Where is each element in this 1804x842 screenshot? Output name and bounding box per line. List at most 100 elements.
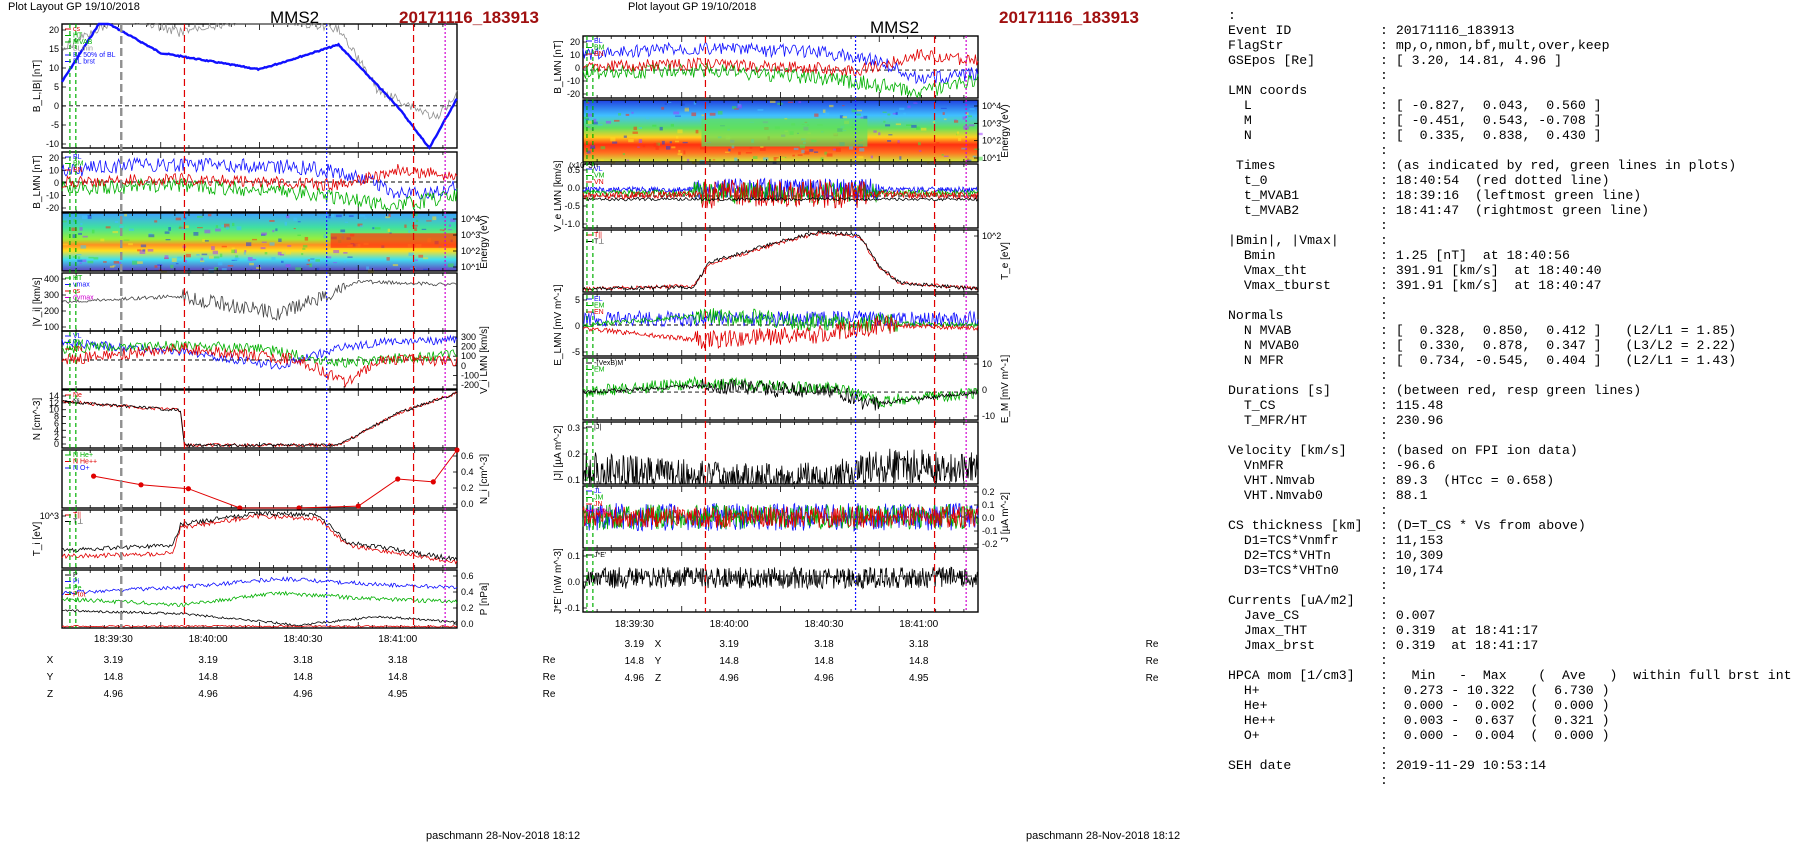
ytick-label: 200 (461, 342, 476, 352)
series-line (582, 231, 979, 292)
info-value: : 0.000 - 0.002 ( 0.000 ) (1380, 698, 1610, 713)
info-row: : (1228, 743, 1792, 758)
legend-entry: BM (73, 161, 84, 168)
ytick-label: -0.5 (564, 201, 580, 211)
ylabel: B_LMN [nT] (553, 40, 564, 94)
info-row: t_MVAB2: 18:41:47 (rightmost green line) (1228, 203, 1792, 218)
info-row: Vmax_tht: 391.91 [km/s] at 18:40:40 (1228, 263, 1792, 278)
info-value: : 88.1 (1380, 488, 1428, 503)
fig2-pos-value: 4.96 (814, 673, 834, 684)
info-value: : (1380, 743, 1388, 758)
ytick-label: 300 (44, 290, 59, 300)
legend-entry: BL brst (73, 59, 95, 66)
ytick-label: 10 (49, 63, 59, 73)
info-value: : 115.48 (1380, 398, 1444, 413)
info-row: : (1228, 8, 1792, 23)
ytick-label: 0.3 (567, 423, 580, 433)
fig1-pos-value: 4.96 (293, 689, 313, 700)
legend-entry: VL (594, 166, 603, 173)
ytick-label: 14 (49, 391, 59, 401)
info-value: : 0.003 - 0.637 ( 0.321 ) (1380, 713, 1610, 728)
info-value: : 0.007 (1380, 608, 1436, 623)
info-value: : mp,o,nmon,bf,mult,over,keep (1380, 38, 1610, 53)
legend-entry: BLmin (73, 46, 93, 53)
ytick-label: 0.4 (461, 467, 474, 477)
ylabel: E_M [mV m^-1] (1000, 354, 1011, 423)
info-key: H+ (1228, 683, 1260, 698)
info-key: VHT.Nmvab (1228, 473, 1316, 488)
fig1-time-tick: 18:40:30 (283, 634, 322, 645)
legend-entry: HT (73, 33, 83, 40)
legend-entry: Ni (73, 399, 80, 406)
figure2-spacecraft-title: MMS2 (870, 18, 920, 37)
info-row: : (1228, 653, 1792, 668)
ytick-label: 100 (44, 322, 59, 332)
info-row: : (1228, 293, 1792, 308)
legend-entry: HT (73, 275, 83, 282)
series-line (61, 590, 458, 607)
series-line (61, 334, 458, 370)
info-key: : (1228, 8, 1236, 23)
legend-entry: EM (594, 303, 605, 310)
info-row: T_CS: 115.48 (1228, 398, 1792, 413)
legend-entry: |J| (594, 424, 601, 431)
info-key: Vmax_tht (1228, 263, 1308, 278)
fig1-pos-value: 3.18 (388, 655, 408, 666)
ytick-label: 10^1 (461, 262, 480, 272)
ytick-label: -0.2 (982, 539, 998, 549)
info-key: L (1228, 98, 1252, 113)
ytick-label: -0.1 (564, 603, 580, 613)
info-row: : (1228, 773, 1792, 788)
info-value: : 89.3 (HTcc = 0.658) (1380, 473, 1555, 488)
fig2-pos-label: Y (655, 656, 662, 667)
legend-entry: Pi (73, 579, 80, 586)
fig1-pos-value: 3.18 (293, 655, 313, 666)
legend-entry: EM (594, 367, 605, 374)
ytick-label: -20 (567, 89, 580, 99)
info-value: : 10,174 (1380, 563, 1444, 578)
info-key: T_MFR/HT (1228, 413, 1308, 428)
ytick-label: 10^3 (40, 511, 59, 521)
legend-entry: Ptot (73, 592, 86, 599)
legend-entry: VN (594, 179, 604, 186)
series-line (61, 177, 458, 211)
ytick-label: 10^1 (982, 153, 1001, 163)
ytick-label: 0.4 (461, 587, 474, 597)
info-row: D3=TCS*VHTn0: 10,174 (1228, 563, 1792, 578)
info-value: : (1380, 503, 1388, 518)
info-row: : (1228, 68, 1792, 83)
info-row: : (1228, 503, 1792, 518)
ytick-label: 0.2 (567, 449, 580, 459)
series-line (61, 609, 458, 627)
legend-entry: T⊥ (594, 239, 604, 246)
legend-entry: dvmax (73, 295, 94, 302)
info-key: CS thickness [km] (1228, 518, 1363, 533)
ytick-label: 5 (575, 295, 580, 305)
info-value: : (D=T_CS * Vs from above) (1380, 518, 1586, 533)
ylabel: Energy (eV) (1000, 104, 1011, 157)
legend-entry: JL (594, 488, 602, 495)
info-value: : 10,309 (1380, 548, 1444, 563)
series-line (582, 229, 979, 292)
fig1-time-tick: 18:39:30 (94, 634, 133, 645)
ytick-label: 0 (54, 178, 59, 188)
fig2-panel-J_mag: 0.3 0.2 0.1|J| [µA m^-2] |J| (553, 421, 979, 486)
ylabel: |V_i| [km/s] (32, 277, 43, 326)
ytick-label: 0.5 (567, 165, 580, 175)
ytick-label: 10^3 (461, 230, 480, 240)
info-value: : [ -0.827, 0.043, 0.560 ] (1380, 98, 1602, 113)
ytick-label: 10^2 (982, 136, 1001, 146)
info-value: : 18:41:47 (rightmost green line) (1380, 203, 1650, 218)
ytick-label: 200 (44, 306, 59, 316)
ytick-label: -200 (461, 380, 479, 390)
ytick-label: 300 (461, 332, 476, 342)
info-row: Jave_CS: 0.007 (1228, 608, 1792, 623)
legend-entry: cs (73, 288, 81, 295)
info-value: : 1.25 [nT] at 18:40:56 (1380, 248, 1570, 263)
series-line (582, 378, 979, 411)
fig1-pos-value: 14.8 (293, 672, 313, 683)
ytick-label: 0.0 (567, 577, 580, 587)
ylabel: J [µA m^-2] (1000, 492, 1011, 542)
